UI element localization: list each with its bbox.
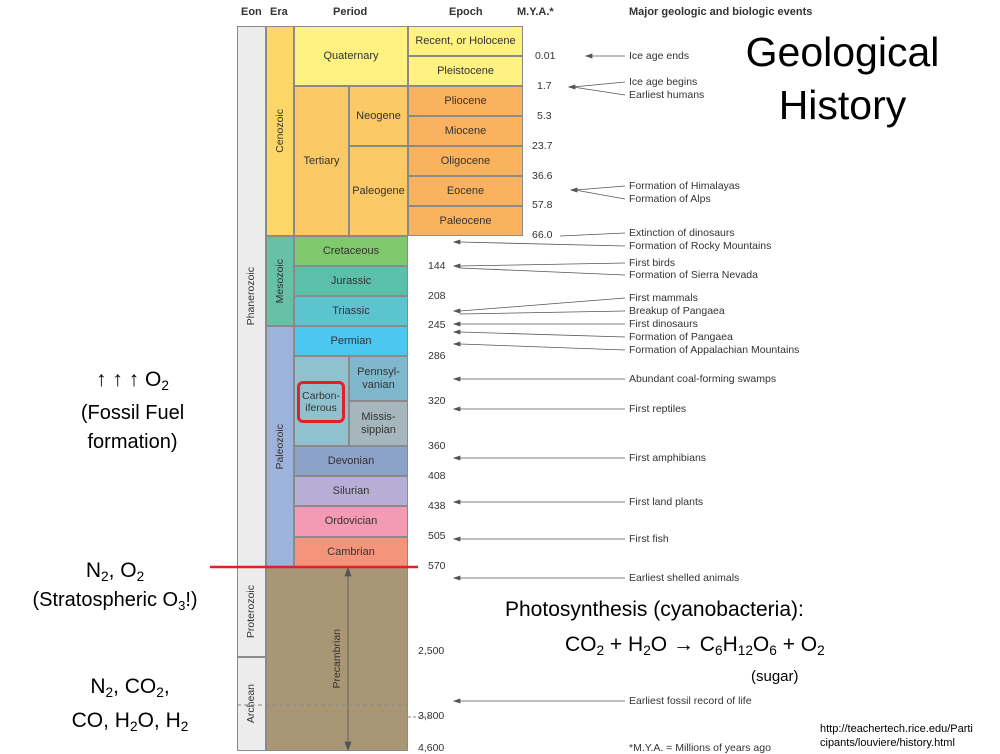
- event-label: First reptiles: [629, 403, 687, 415]
- period-jurassic: Jurassic: [294, 266, 408, 296]
- epoch-oligocene: Oligocene: [408, 146, 523, 176]
- epoch-eocene: Eocene: [408, 176, 523, 206]
- event-label: Abundant coal-forming swamps: [629, 373, 777, 385]
- event-label: First birds: [629, 257, 676, 269]
- mya-value: 438: [428, 500, 446, 512]
- mya-value: 245: [428, 319, 446, 331]
- period-mississippian: Missis-sippian: [349, 401, 408, 446]
- period-silurian: Silurian: [294, 476, 408, 506]
- early-atmosphere-note: N2, CO2, CO, H2O, H2: [71, 675, 189, 734]
- event-label: Formation of Sierra Nevada: [629, 269, 758, 281]
- event-label: Earliest shelled animals: [629, 572, 740, 584]
- event-label: Formation of Alps: [629, 193, 711, 205]
- event-label: Formation of Appalachian Mountains: [629, 344, 800, 356]
- event-label: Ice age begins: [629, 76, 698, 88]
- carboniferous-highlight: Carbon-iferous: [297, 381, 345, 423]
- period-devonian: Devonian: [294, 446, 408, 476]
- period-quaternary: Quaternary: [294, 26, 408, 86]
- mya-value: 408: [428, 470, 446, 482]
- mya-value: 23.7: [532, 140, 553, 152]
- mya-value: 3,800: [418, 710, 445, 722]
- period-triassic: Triassic: [294, 296, 408, 326]
- mya-value: 144: [428, 260, 446, 272]
- oxygen-rise-note: ↑ ↑ ↑ O2 (Fossil Fuel formation): [80, 368, 185, 454]
- sugar-label: (sugar): [751, 668, 799, 685]
- header-era: Era: [270, 6, 288, 18]
- event-label: Formation of Himalayas: [629, 180, 740, 192]
- event-label: Formation of Rocky Mountains: [629, 240, 772, 252]
- mya-value: 570: [428, 560, 446, 572]
- header-period: Period: [333, 6, 368, 18]
- mya-value: 66.0: [532, 229, 553, 241]
- epoch-pleistocene: Pleistocene: [408, 56, 523, 86]
- mya-value: 4,600: [418, 742, 445, 754]
- mya-value: 208: [428, 290, 446, 302]
- slide-title: Geological History: [745, 29, 940, 129]
- epoch-holocene: Recent, or Holocene: [408, 26, 523, 56]
- footnote: *M.Y.A. = Millions of years ago: [629, 742, 771, 754]
- epoch-pliocene: Pliocene: [408, 86, 523, 116]
- period-carboniferous: [294, 356, 349, 446]
- event-label: First dinosaurs: [629, 318, 698, 330]
- period-permian: Permian: [294, 326, 408, 356]
- era-mesozoic: Mesozoic: [266, 236, 294, 326]
- event-label: First fish: [629, 533, 669, 545]
- period-ordovician: Ordovician: [294, 506, 408, 537]
- mya-value: 1.7: [537, 80, 552, 92]
- mya-value: 5.3: [537, 110, 552, 122]
- mya-value: 0.01: [535, 50, 556, 62]
- event-label: Formation of Pangaea: [629, 331, 733, 343]
- period-paleogene: Paleogene: [349, 146, 408, 236]
- era-cenozoic: Cenozoic: [266, 26, 294, 236]
- event-label: Earliest humans: [629, 89, 705, 101]
- header-eon: Eon: [241, 6, 262, 18]
- eon-phanerozoic: Phanerozoic: [237, 26, 266, 567]
- epoch-paleocene: Paleocene: [408, 206, 523, 236]
- period-cambrian: Cambrian: [294, 537, 408, 567]
- photosynthesis-title: Photosynthesis (cyanobacteria):: [505, 598, 804, 621]
- event-label: First land plants: [629, 496, 704, 508]
- mya-value: 360: [428, 440, 446, 452]
- mya-value: 36.6: [532, 170, 553, 182]
- period-neogene: Neogene: [349, 86, 408, 146]
- period-pennsylvanian: Pennsyl-vanian: [349, 356, 408, 401]
- mya-value: 320: [428, 395, 446, 407]
- event-label: Earliest fossil record of life: [629, 695, 752, 707]
- header-epoch: Epoch: [449, 6, 483, 18]
- mya-value: 2,500: [418, 645, 445, 657]
- header-mya: M.Y.A.*: [517, 6, 554, 18]
- mya-value: 286: [428, 350, 446, 362]
- photosynthesis-equation: CO2 + H2O → C6H12O6 + O2: [565, 633, 825, 659]
- source-url: http://teachertech.rice.edu/Parti cipants…: [820, 723, 973, 750]
- era-paleozoic: Paleozoic: [266, 326, 294, 567]
- event-label: First mammals: [629, 292, 698, 304]
- event-label: First amphibians: [629, 452, 707, 464]
- period-tertiary: Tertiary: [294, 86, 349, 236]
- atmosphere-phanerozoic-note: N2, O2 (Stratospheric O3!): [32, 559, 198, 614]
- period-precambrian: Precambrian: [266, 567, 408, 751]
- event-label: Breakup of Pangaea: [629, 305, 725, 317]
- eon-archean: Archean: [237, 657, 266, 751]
- header-events: Major geologic and biologic events: [629, 6, 813, 18]
- epoch-miocene: Miocene: [408, 116, 523, 146]
- event-label: Ice age ends: [629, 50, 690, 62]
- mya-value: 505: [428, 530, 446, 542]
- mya-value: 57.8: [532, 199, 553, 211]
- event-label: Extinction of dinosaurs: [629, 227, 735, 239]
- period-cretaceous: Cretaceous: [294, 236, 408, 266]
